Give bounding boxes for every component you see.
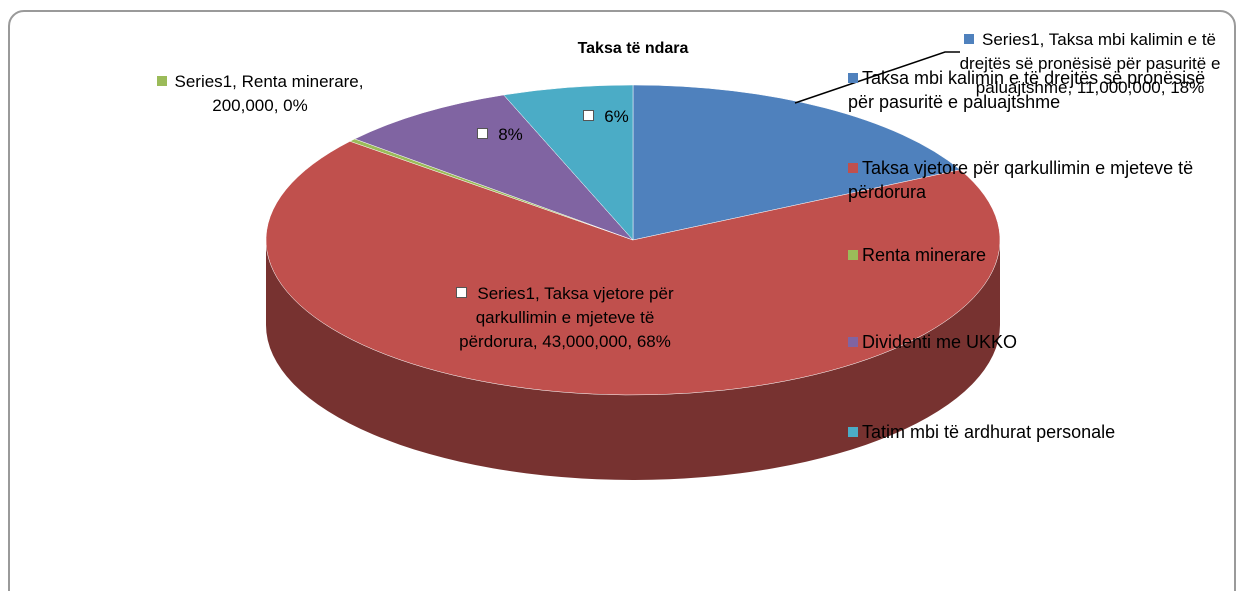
legend-item: Tatim mbi të ardhurat personale <box>848 420 1233 444</box>
leader-line <box>794 51 960 104</box>
legend-swatch <box>848 73 858 83</box>
legend-label: Tatim mbi të ardhurat personale <box>862 422 1116 442</box>
label-text: Taksa vjetore për qarkullimin e mjeteve … <box>459 284 674 351</box>
data-label: Series1, Renta minerare, 200,000, 0% <box>125 70 395 118</box>
label-marker <box>583 110 595 121</box>
slice <box>503 84 634 241</box>
legend-item: Taksa vjetore për qarkullimin e mjeteve … <box>848 156 1233 204</box>
label-text: 0% <box>283 96 308 115</box>
legend-item: Renta minerare <box>848 243 1233 267</box>
data-label: Series1, Taksa mbi kalimin e të drejtës … <box>959 30 1221 97</box>
data-label: 6% <box>566 105 646 129</box>
chart-title: Taksa të ndara <box>577 40 689 57</box>
label-text: Renta minerare <box>241 72 359 91</box>
label-text: 8% <box>498 125 523 144</box>
legend-label: Dividenti me UKKO <box>862 332 1018 352</box>
data-label: 8% <box>460 123 540 147</box>
label-text: 18% <box>1170 78 1205 97</box>
label-text: Series1 <box>981 30 1040 49</box>
legend-swatch <box>848 337 858 347</box>
legend-swatch <box>848 250 858 260</box>
data-label: Series1, Taksa vjetore për qarkullimin e… <box>440 282 690 354</box>
legend-item: Taksa mbi kalimin e të drejtës së pronës… <box>848 66 1233 114</box>
label-text: Series1 <box>477 284 536 303</box>
legend-swatch <box>848 163 858 173</box>
label-text: 6% <box>604 107 629 126</box>
label-text: 11,000,000 <box>1076 78 1161 97</box>
legend-label: Taksa vjetore për qarkullimin e mjeteve … <box>848 158 1194 202</box>
slice <box>632 84 961 241</box>
legend-swatch <box>848 427 858 437</box>
label-marker <box>156 76 167 86</box>
legend-label: Taksa mbi kalimin e të drejtës së pronës… <box>848 68 1206 112</box>
label-text: 68% <box>636 332 671 351</box>
label-text: 43,000,000 <box>542 332 628 351</box>
slice <box>354 94 634 241</box>
label-marker <box>963 34 974 44</box>
slice <box>265 141 1001 396</box>
label-text: Series1 <box>174 72 233 91</box>
legend-item: Dividenti me UKKO <box>848 330 1233 354</box>
label-marker <box>477 128 489 139</box>
slice-side <box>266 240 1000 480</box>
label-marker <box>456 287 468 298</box>
label-text: 200,000 <box>212 96 274 115</box>
legend-label: Renta minerare <box>862 245 987 265</box>
label-text: Taksa mbi kalimin e të drejtës së pronës… <box>959 30 1221 97</box>
